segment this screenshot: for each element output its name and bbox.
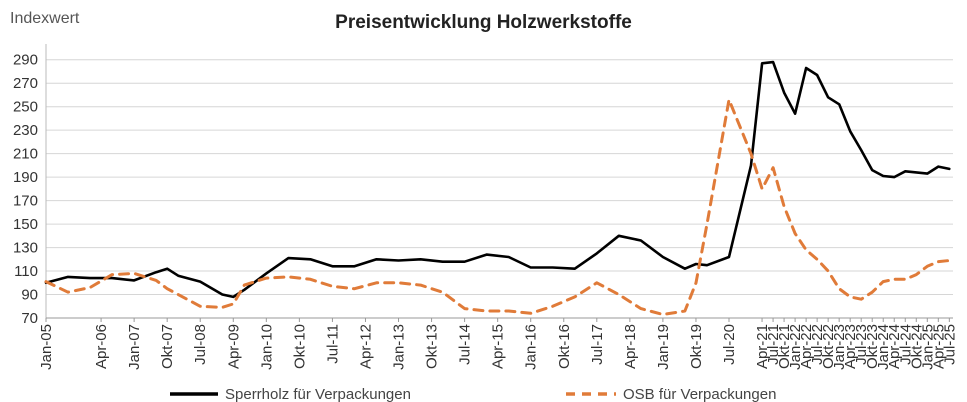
x-tick-label: Okt-10 (291, 324, 308, 369)
x-tick-label: Apr-09 (225, 324, 242, 369)
x-tick-label: Jan-24 (875, 324, 892, 370)
y-tick-label: 90 (21, 287, 38, 304)
x-tick-label: Jan-25 (919, 324, 936, 370)
legend: Sperrholz für Verpackungen OSB für Verpac… (170, 386, 776, 402)
series-lines (44, 60, 951, 316)
x-tick-label: Apr-15 (490, 324, 507, 369)
x-tick-label: Jul-25 (941, 324, 958, 365)
x-tick-label: Jul-24 (897, 324, 914, 365)
y-tick-label: 190 (13, 169, 38, 186)
y-tick-label: 290 (13, 52, 38, 69)
y-tick-label: 70 (21, 310, 38, 327)
x-tick-label: Jan-10 (258, 324, 275, 370)
x-tick-label: Jul-14 (457, 324, 474, 365)
x-tick-label: Jul-08 (192, 324, 209, 365)
x-tick-label: Jul-22 (809, 324, 826, 365)
legend-label-0: Sperrholz für Verpackungen (225, 386, 411, 402)
y-tick-label: 270 (13, 75, 38, 92)
x-tick-labels: Jan-05 Apr-06 Jan-07 Okt-07 Jul-08 Apr-09 Jan-… (38, 318, 958, 370)
x-tick-label: Apr-23 (842, 324, 859, 369)
x-tick-label: Jul-17 (589, 324, 606, 365)
grid-lines (45, 44, 953, 319)
x-tick-label: Apr-22 (798, 324, 815, 369)
x-tick-label: Jan-05 (38, 324, 55, 370)
x-tick-label: Okt-19 (688, 324, 705, 369)
x-tick-label: Apr-12 (357, 324, 374, 369)
series-line-1 (44, 98, 951, 316)
x-tick-label: Jul-11 (324, 324, 341, 364)
y-tick-label: 150 (13, 216, 38, 233)
x-tick-label: Okt-22 (820, 324, 837, 369)
x-tick-label: Okt-24 (908, 324, 925, 369)
y-tick-label: 130 (13, 240, 38, 257)
y-axis-label: Indexwert (10, 10, 80, 27)
x-tick-label: Jan-22 (787, 324, 804, 370)
y-tick-label: 250 (13, 99, 38, 116)
x-tick-label: Jan-16 (523, 324, 540, 370)
x-tick-label: Okt-07 (159, 324, 176, 369)
y-tick-label: 110 (14, 263, 38, 280)
x-tick-label: Okt-13 (424, 324, 441, 369)
x-tick-label: Apr-24 (886, 324, 903, 369)
x-tick-label: Jan-13 (391, 324, 408, 370)
x-tick-label: Jan-23 (831, 324, 848, 370)
legend-label-1: OSB für Verpackungen (623, 386, 776, 402)
x-tick-label: Apr-25 (930, 324, 947, 369)
chart-title: Preisentwicklung Holzwerkstoffe (335, 12, 632, 33)
x-tick-label: Jul-20 (721, 324, 738, 365)
x-tick-label: Jul-21 (765, 324, 782, 365)
x-tick-label: Jan-07 (126, 324, 143, 370)
x-tick-label: Apr-18 (622, 324, 639, 369)
x-tick-label: Jan-19 (655, 324, 672, 370)
y-tick-label: 170 (13, 193, 38, 210)
y-tick-label: 230 (13, 122, 38, 139)
y-tick-labels: 70 90 110 130 150 170 190 210 230 250 270 290 (13, 52, 38, 327)
series-line-0 (44, 60, 951, 299)
x-tick-label: Jul-23 (853, 324, 870, 365)
y-tick-label: 210 (13, 146, 38, 163)
x-tick-label: Apr-21 (754, 324, 771, 369)
x-tick-label: Okt-23 (864, 324, 881, 369)
x-tick-label: Okt-21 (776, 324, 793, 369)
x-tick-label: Okt-16 (556, 324, 573, 369)
x-tick-label: Apr-06 (93, 324, 110, 369)
